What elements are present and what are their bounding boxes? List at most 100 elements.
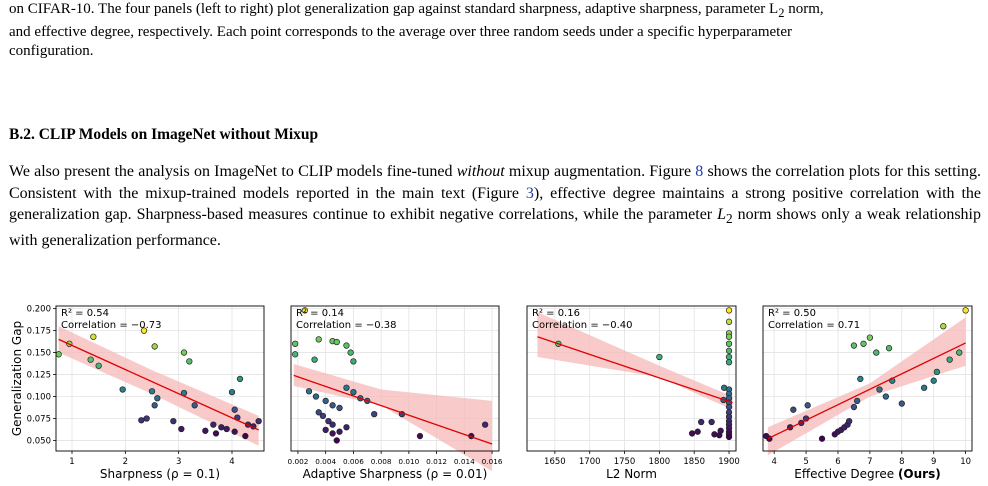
figure-3-link[interactable]: 3: [525, 184, 534, 202]
regression-line: [293, 374, 493, 445]
x-tick-label: 7: [867, 457, 872, 467]
data-point: [178, 425, 185, 433]
data-point: [87, 356, 94, 363]
data-point: [202, 427, 209, 434]
x-tick-label: 1850: [683, 457, 705, 467]
data-point: [930, 377, 937, 384]
regression-line: [767, 342, 966, 440]
x-tick-label: 1: [69, 457, 74, 467]
data-point: [151, 343, 158, 350]
confidence-band: [58, 326, 259, 446]
data-point: [228, 388, 236, 396]
data-point: [154, 395, 161, 402]
data-point: [333, 437, 340, 444]
data-point: [876, 386, 883, 393]
x-tick-label: 1800: [649, 457, 671, 467]
axes-frame: [55, 305, 265, 452]
data-point: [329, 430, 336, 437]
data-point: [322, 397, 329, 405]
x-tick-label: 0.016: [482, 457, 503, 466]
confidence-band: [537, 312, 733, 410]
data-point: [223, 425, 230, 433]
data-point: [347, 349, 354, 356]
correlation-figure: Generalization Gap 1 2 3 4 0.050 0.075 0.100 0.1…: [10, 305, 973, 481]
regression-line: [58, 338, 259, 431]
x-tick-label: 1900: [718, 457, 740, 467]
data-point: [305, 388, 313, 395]
y-tick-label: 0.100: [27, 393, 51, 403]
x-tick-label: 4: [229, 457, 234, 467]
r-squared-label: R² = 0.14: [296, 308, 344, 319]
x-tick-label: 0.010: [398, 457, 419, 466]
x-tick-label: 0.004: [315, 457, 336, 466]
data-point: [873, 349, 880, 356]
data-point: [885, 345, 893, 352]
data-point: [191, 402, 198, 409]
x-tick-label: 3: [176, 457, 181, 467]
data-point: [170, 417, 177, 425]
data-point: [725, 307, 733, 314]
data-point: [721, 384, 728, 391]
confidence-band: [767, 317, 966, 456]
data-point: [725, 353, 733, 361]
data-point: [95, 362, 102, 369]
data-point: [946, 356, 953, 363]
x-tick-label: 8: [899, 457, 904, 467]
data-point: [242, 432, 249, 440]
data-point: [481, 421, 489, 428]
data-point: [119, 386, 126, 393]
figure-8-link[interactable]: 8: [695, 163, 704, 180]
axes-frame: [526, 305, 737, 452]
data-point: [725, 347, 733, 354]
data-point: [343, 384, 350, 391]
data-point: [850, 403, 858, 411]
x-axis-label: Sharpness (ρ = 0.1): [100, 467, 220, 481]
data-point: [292, 340, 299, 347]
data-point: [90, 333, 97, 340]
data-point: [940, 323, 947, 330]
data-point: [212, 430, 220, 437]
x-tick-label: 0.008: [371, 457, 392, 466]
y-tick-label: 0.075: [27, 414, 51, 424]
axes-frame: [290, 305, 500, 452]
data-point: [694, 428, 701, 435]
x-axis-label: Effective Degree (Ours): [794, 467, 940, 481]
data-point: [933, 368, 941, 376]
r-squared-label: R² = 0.54: [61, 308, 109, 319]
data-point: [319, 412, 327, 419]
figure-caption: on CIFAR-10. The four panels (left to ri…: [9, 1, 824, 59]
data-point: [180, 349, 188, 356]
x-tick-label: 6: [835, 457, 840, 467]
body-paragraph: We also present the analysis on ImageNet…: [9, 163, 982, 249]
data-point: [143, 415, 150, 422]
data-point: [708, 418, 715, 426]
data-point: [656, 353, 663, 361]
correlation-label: Correlation = −0.40: [532, 320, 633, 331]
data-point: [231, 406, 238, 413]
correlation-label: Correlation = 0.71: [768, 320, 860, 331]
data-point: [866, 334, 874, 341]
data-point: [688, 430, 696, 437]
data-point: [315, 336, 322, 343]
x-tick-label: 0.012: [426, 457, 447, 466]
y-tick-label: 0.175: [27, 327, 51, 337]
x-tick-label: 1700: [579, 457, 601, 467]
x-tick-label: 2: [123, 457, 128, 467]
data-point: [962, 307, 969, 314]
x-tick-label: 4: [771, 457, 776, 467]
data-point: [371, 410, 378, 418]
data-point: [151, 402, 158, 409]
data-point: [920, 384, 928, 391]
data-point: [846, 417, 853, 425]
data-point: [336, 428, 343, 435]
x-tick-label: 0.006: [343, 457, 364, 466]
data-point: [322, 426, 329, 434]
data-point: [725, 403, 733, 411]
data-point: [725, 318, 733, 325]
data-point: [956, 349, 963, 356]
panel-2: 0.002 0.004 0.006 0.008 0.010 0.012 0.014 0.016…: [287, 305, 503, 481]
data-point: [725, 333, 733, 340]
data-point: [186, 358, 193, 365]
data-point: [55, 351, 62, 358]
